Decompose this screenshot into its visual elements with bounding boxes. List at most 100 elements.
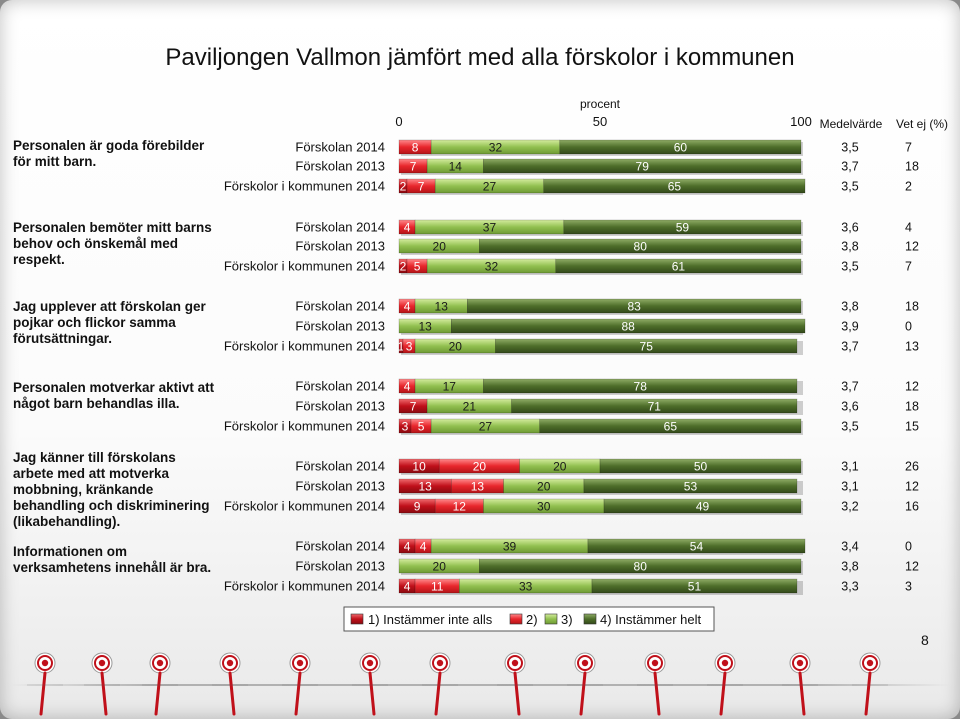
bar-value-label: 32 <box>489 140 503 154</box>
footer-decoration <box>10 652 950 716</box>
bar-value-label: 4 <box>404 220 411 234</box>
bar-value-label: 13 <box>418 319 432 333</box>
bar-value-label: 80 <box>634 559 648 573</box>
bar-value-label: 21 <box>463 399 477 413</box>
bar-value-label: 33 <box>519 579 533 593</box>
legend-swatch-1 <box>350 613 364 625</box>
bar-segment-4 <box>483 158 802 174</box>
bar-segment-3 <box>459 578 593 594</box>
mean-value: 3,6 <box>841 400 858 414</box>
bar-value-label: 60 <box>674 140 688 154</box>
bar-segment-4 <box>539 418 802 434</box>
unknown-value: 26 <box>905 460 919 474</box>
bars-layer: 0832600714792727650437590208025326104138… <box>398 139 806 595</box>
row-label: Förskolan 2014 <box>295 220 385 235</box>
bar-value-label: 5 <box>414 259 421 273</box>
bar-segment-4 <box>495 338 798 354</box>
bar-value-label: 2 <box>400 259 407 273</box>
mean-value: 3,8 <box>841 560 858 574</box>
x-tick-label: 0 <box>395 114 402 129</box>
row-label: Förskolan 2014 <box>295 140 385 155</box>
x-axis-label: procent <box>580 97 621 111</box>
row-label: Förskolan 2014 <box>295 299 385 314</box>
bar-value-label: 75 <box>640 339 654 353</box>
bar-value-label: 7 <box>410 399 417 413</box>
row-label: Förskolan 2013 <box>295 239 385 254</box>
unknown-value: 16 <box>905 500 919 514</box>
row-label: Förskolor i kommunen 2014 <box>224 579 385 594</box>
bar-segment-4 <box>587 538 806 554</box>
unknown-value: 2 <box>905 180 912 194</box>
bar-value-label: 14 <box>449 159 463 173</box>
unknown-value: 0 <box>905 320 912 334</box>
target-icon <box>637 652 673 716</box>
bar-value-label: 5 <box>418 419 425 433</box>
bar-value-label: 32 <box>485 259 499 273</box>
bar-value-label: 4 <box>420 539 427 553</box>
bar-value-label: 53 <box>684 479 698 493</box>
bar-value-label: 83 <box>627 299 641 313</box>
bar-segment-4 <box>467 298 802 314</box>
bar-value-label: 65 <box>668 179 682 193</box>
bar-value-label: 20 <box>537 479 551 493</box>
target-icon <box>497 652 533 716</box>
unknown-value: 12 <box>905 240 919 254</box>
bar-value-label: 20 <box>433 559 447 573</box>
mean-value: 3,8 <box>841 300 858 314</box>
unknown-value: 18 <box>905 400 919 414</box>
bar-value-label: 4 <box>404 579 411 593</box>
legend-swatch-4 <box>583 613 597 625</box>
row-label: Förskolor i kommunen 2014 <box>224 419 385 434</box>
bar-segment-3 <box>414 338 496 354</box>
question-label: Informationen om verksamhetens innehåll ä… <box>13 544 211 575</box>
bar-value-label: 79 <box>636 159 650 173</box>
bar-segment-4 <box>591 578 798 594</box>
target-icon <box>27 652 63 716</box>
mean-value: 3,9 <box>841 320 858 334</box>
question-label: Personalen bemöter mitt barns behov och ö… <box>13 220 212 267</box>
bar-segment-2 <box>414 538 432 554</box>
bar-value-label: 78 <box>634 379 648 393</box>
mean-value: 3,8 <box>841 240 858 254</box>
axis-layer: procent 0 50 100 Medelvärde Vet ej (%) <box>395 97 948 131</box>
row-label: Förskolan 2013 <box>295 319 385 334</box>
bar-segment-4 <box>511 398 798 414</box>
question-label: Personalen motverkar aktivt att något bar… <box>13 380 215 411</box>
legend-label-1: 1) Instämmer inte alls <box>368 612 493 627</box>
bar-value-label: 3 <box>406 339 413 353</box>
unknown-value: 18 <box>905 160 919 174</box>
row-label: Förskolan 2013 <box>295 559 385 574</box>
unknown-value: 3 <box>905 580 912 594</box>
unknown-value: 18 <box>905 300 919 314</box>
mean-value: 3,4 <box>841 540 858 554</box>
mean-value: 3,1 <box>841 480 858 494</box>
bar-value-label: 13 <box>471 479 485 493</box>
row-label: Förskolor i kommunen 2014 <box>224 259 385 274</box>
legend-label-3: 3) <box>561 612 573 627</box>
bar-segment-2 <box>434 498 484 514</box>
bar-segment-4 <box>603 498 802 514</box>
bar-value-label: 13 <box>435 299 449 313</box>
target-icon <box>567 652 603 716</box>
mean-value: 3,5 <box>841 180 858 194</box>
value-columns: 3,5 7 3,7 18 3,5 2 3,6 4 3,8 12 3,5 7 3,8 18 3,9 0 3,7 13… <box>841 141 919 594</box>
bar-value-label: 51 <box>688 579 702 593</box>
mean-value: 3,7 <box>841 340 858 354</box>
question-label: Personalen är goda förebilder för mitt ba… <box>13 138 205 169</box>
mean-value: 3,7 <box>841 380 858 394</box>
bar-value-label: 12 <box>453 499 467 513</box>
bar-segment-4 <box>563 219 802 235</box>
bar-value-label: 20 <box>449 339 463 353</box>
legend-label-4: 4) Instämmer helt <box>600 612 702 627</box>
target-icon <box>282 652 318 716</box>
row-label: Förskolan 2013 <box>295 479 385 494</box>
target-icon <box>84 652 120 716</box>
row-label: Förskolor i kommunen 2014 <box>224 179 385 194</box>
bar-value-label: 27 <box>479 419 493 433</box>
row-label: Förskolan 2014 <box>295 459 385 474</box>
mean-value: 3,5 <box>841 420 858 434</box>
bar-segment-4 <box>479 238 802 254</box>
